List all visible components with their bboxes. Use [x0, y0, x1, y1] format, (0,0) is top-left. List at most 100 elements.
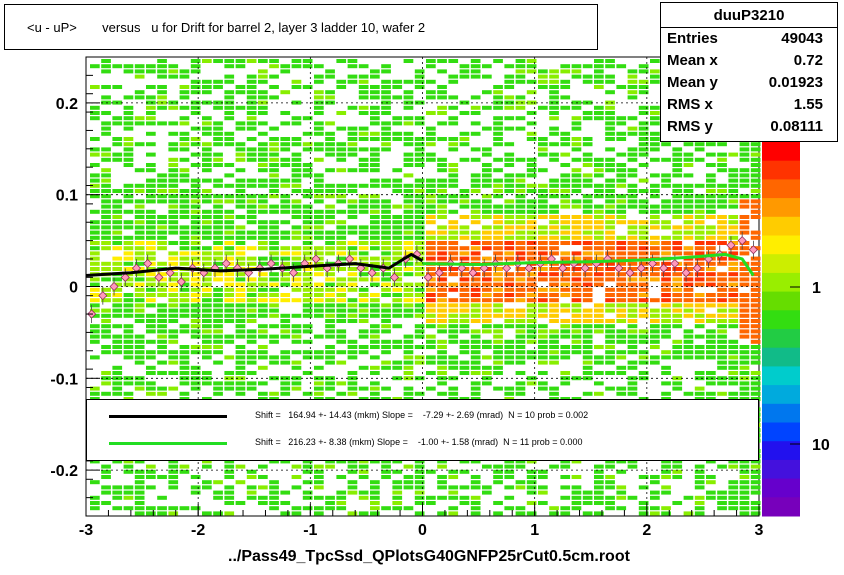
heatmap-cell: [370, 74, 380, 79]
heatmap-cell: [269, 277, 279, 282]
heatmap-cell: [258, 329, 268, 334]
heatmap-cell: [370, 298, 380, 303]
heatmap-cell: [224, 495, 235, 500]
heatmap-cell: [403, 365, 414, 370]
heatmap-cell: [426, 360, 436, 365]
heatmap-cell: [661, 220, 671, 225]
heatmap-cell: [302, 194, 313, 199]
stats-value: 1.55: [793, 96, 823, 113]
heatmap-cell: [291, 267, 302, 271]
heatmap-cell: [560, 334, 571, 339]
heatmap-cell: [392, 480, 403, 485]
heatmap-cell: [717, 235, 727, 240]
heatmap-cell: [459, 329, 470, 334]
heatmap-cell: [347, 64, 358, 69]
heatmap-cell: [526, 381, 537, 386]
heatmap-cell: [157, 386, 167, 391]
heatmap-cell: [448, 319, 459, 323]
heatmap-cell: [325, 376, 335, 381]
heatmap-cell: [347, 371, 358, 375]
heatmap-cell: [202, 511, 212, 516]
heatmap-cell: [526, 230, 537, 235]
heatmap-cell: [168, 506, 179, 511]
heatmap-cell: [213, 121, 223, 126]
heatmap-cell: [336, 308, 347, 313]
profile-point: [311, 254, 321, 264]
heatmap-cell: [728, 360, 739, 365]
heatmap-cell: [235, 319, 246, 323]
heatmap-cell: [650, 116, 660, 121]
heatmap-cell: [549, 246, 559, 251]
heatmap-cell: [560, 272, 571, 277]
heatmap-cell: [627, 329, 638, 334]
heatmap-cell: [325, 308, 335, 313]
heatmap-cell: [358, 235, 369, 240]
heatmap-cell: [750, 391, 761, 396]
heatmap-cell: [594, 391, 604, 396]
heatmap-cell: [123, 339, 134, 344]
heatmap-cell: [134, 95, 145, 100]
heatmap-cell: [493, 287, 503, 292]
heatmap-cell: [314, 511, 324, 516]
heatmap-cell: [325, 74, 335, 79]
heatmap-cell: [146, 64, 156, 69]
heatmap-cell: [358, 64, 369, 69]
heatmap-cell: [594, 85, 604, 89]
heatmap-cell: [482, 485, 492, 490]
heatmap-cell: [101, 111, 111, 115]
heatmap-cell: [493, 469, 503, 474]
heatmap-cell: [179, 313, 190, 318]
heatmap-cell: [493, 105, 503, 110]
heatmap-cell: [560, 371, 571, 375]
heatmap-cell: [650, 334, 660, 339]
heatmap-cell: [526, 111, 537, 115]
heatmap-cell: [414, 324, 425, 329]
heatmap-cell: [358, 365, 369, 370]
heatmap-cell: [448, 183, 459, 188]
heatmap-cell: [224, 137, 235, 141]
heatmap-cell: [157, 303, 167, 308]
heatmap-cell: [224, 475, 235, 479]
heatmap-cell: [123, 495, 134, 500]
heatmap-cell: [448, 241, 459, 245]
heatmap-cell: [549, 230, 559, 235]
heatmap-cell: [202, 355, 212, 360]
heatmap-cell: [515, 105, 526, 110]
heatmap-cell: [538, 501, 548, 505]
heatmap-cell: [493, 100, 503, 105]
heatmap-cell: [515, 194, 526, 199]
heatmap-cell: [168, 173, 179, 178]
heatmap-cell: [493, 121, 503, 126]
heatmap-cell: [728, 220, 739, 225]
heatmap-cell: [549, 464, 559, 469]
heatmap-cell: [101, 241, 111, 245]
heatmap-cell: [750, 329, 761, 334]
heatmap-cell: [414, 308, 425, 313]
heatmap-cell: [448, 251, 459, 256]
heatmap-cell: [325, 235, 335, 240]
heatmap-cell: [638, 235, 649, 240]
heatmap-cell: [582, 261, 593, 266]
heatmap-cell: [314, 282, 324, 287]
heatmap-cell: [739, 360, 750, 365]
heatmap-cell: [627, 74, 638, 79]
heatmap-cell: [347, 511, 358, 516]
heatmap-cell: [414, 303, 425, 308]
heatmap-cell: [146, 131, 156, 136]
heatmap-cell: [179, 371, 190, 375]
heatmap-cell: [179, 199, 190, 204]
heatmap-cell: [538, 485, 548, 490]
heatmap-cell: [728, 215, 739, 219]
heatmap-cell: [168, 142, 179, 147]
heatmap-cell: [403, 303, 414, 308]
heatmap-cell: [134, 303, 145, 308]
heatmap-cell: [459, 246, 470, 251]
heatmap-cell: [381, 111, 391, 115]
heatmap-cell: [470, 241, 481, 245]
heatmap-cell: [392, 267, 403, 271]
heatmap-cell: [168, 199, 179, 204]
heatmap-cell: [739, 501, 750, 505]
heatmap-cell: [694, 215, 705, 219]
heatmap-cell: [280, 334, 291, 339]
heatmap-cell: [638, 105, 649, 110]
